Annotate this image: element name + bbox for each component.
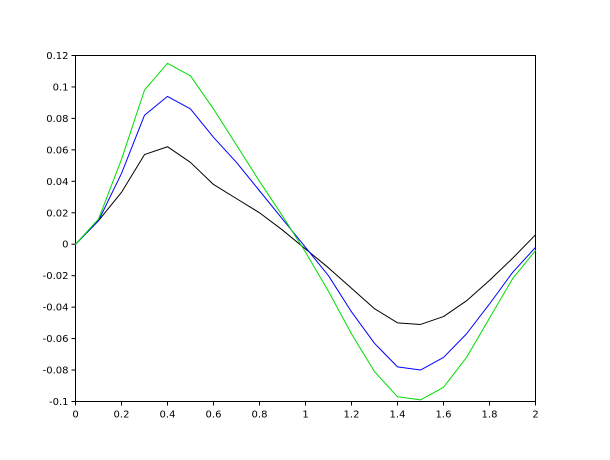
x-tick-label: 0.8 [252,410,268,421]
x-tick-label: 0.6 [206,410,222,421]
y-tick-label: -0.04 [43,303,69,314]
y-tick-label: 0.12 [46,51,68,62]
x-tick-label: 1.8 [482,410,498,421]
y-tick-label: -0.02 [43,271,69,282]
x-tick-label: 1.4 [390,410,406,421]
y-tick-label: 0.06 [46,145,68,156]
y-tick-label: -0.06 [43,334,69,345]
series-black [75,146,536,325]
y-tick-label: 0.1 [53,82,69,93]
y-tick-label: -0.08 [43,366,69,377]
x-tick-label: 0 [72,410,78,421]
x-tick-label: 1.2 [344,410,360,421]
x-tick-label: 0.4 [160,410,176,421]
y-tick-label: -0.1 [49,397,69,408]
x-tick-label: 1 [302,410,308,421]
x-tick-label: 2 [532,410,538,421]
series-blue [75,95,536,371]
y-tick-label: 0 [62,240,68,251]
y-tick-label: 0.04 [46,177,68,188]
y-tick-label: 0.08 [46,114,68,125]
y-tick-label: 0.02 [46,208,68,219]
plot-frame [75,55,536,402]
series-green [75,62,536,401]
x-tick-label: 1.6 [436,410,452,421]
x-tick-label: 0.2 [114,410,130,421]
